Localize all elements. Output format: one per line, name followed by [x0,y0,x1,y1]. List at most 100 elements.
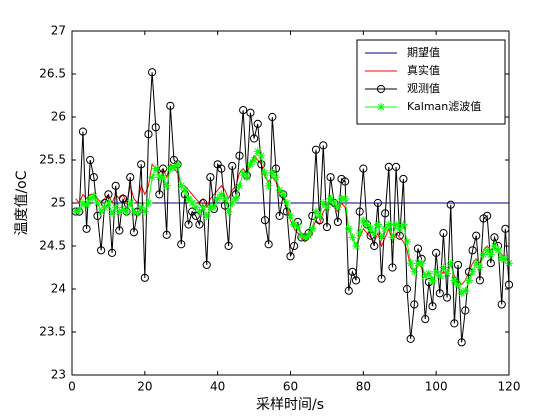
star-marker [100,203,109,212]
circle-marker [115,226,124,235]
circle-marker [359,164,368,173]
star-marker [159,173,168,182]
circle-marker [166,101,175,110]
x-tick-label: 60 [283,380,298,394]
star-marker [235,181,244,190]
star-marker [268,168,277,177]
circle-marker [118,194,128,203]
circle-marker [348,267,357,276]
circle-marker [129,228,139,237]
circle-marker [144,130,153,139]
star-marker [144,199,153,207]
circle-marker [490,233,499,242]
star-marker [173,160,182,169]
star-marker [315,211,324,220]
star-marker [191,203,200,212]
circle-marker [217,164,226,173]
circle-marker [151,123,160,132]
star-marker [250,156,259,164]
star-marker [373,220,382,229]
star-marker [362,220,371,229]
circle-marker [351,276,361,285]
star-marker [195,207,204,216]
star-marker [184,194,193,203]
star-marker [359,216,368,225]
circle-marker [271,164,281,173]
star-marker [279,190,288,199]
legend-label: 真实值 [407,63,440,77]
legend-box [356,39,506,125]
circle-marker [257,160,266,169]
star-marker [341,194,350,203]
star-marker [282,199,291,207]
star-marker [301,233,310,242]
star-marker [108,209,117,218]
star-marker [224,207,233,216]
star-marker [381,224,390,233]
circle-marker [206,173,215,182]
circle-marker [140,273,149,282]
star-marker [202,211,211,220]
star-marker [89,192,98,201]
circle-marker [442,293,452,302]
circle-marker [381,209,390,218]
star-marker [384,220,393,229]
star-marker [286,211,295,220]
star-marker [370,229,379,238]
star-marker [392,220,401,229]
circle-marker [406,334,415,343]
star-marker [78,199,87,207]
circle-marker [264,240,273,249]
circle-marker [453,260,463,270]
star-marker [443,269,452,278]
star-marker [344,224,353,233]
circle-marker [290,241,299,251]
star-marker [257,151,266,160]
star-marker [403,237,412,246]
star-marker [86,194,95,203]
circle-marker [461,306,470,315]
circle-marker [239,106,248,115]
star-marker [148,173,157,182]
star-marker [464,276,473,285]
star-marker [355,229,364,238]
circle-marker [82,224,91,233]
x-tick-label: 100 [425,380,448,394]
star-marker [82,200,91,209]
star-marker [177,181,186,190]
y-tick-label: 23.5 [39,325,66,339]
star-marker [388,233,397,242]
circle-marker [428,302,437,311]
circle-marker [472,231,481,240]
circle-marker [268,112,277,122]
star-marker [293,223,302,232]
circle-marker [78,127,88,136]
circle-marker [344,286,353,295]
circle-marker [191,211,200,220]
star-marker [490,242,499,250]
circle-marker [457,338,466,347]
star-marker [326,194,335,203]
y-tick-label: 25 [51,196,66,210]
circle-marker [246,108,255,117]
circle-marker [195,220,204,229]
star-marker [140,207,149,216]
star-marker [450,276,459,285]
star-marker [446,259,455,268]
circle-marker [392,162,401,171]
circle-marker [486,259,495,268]
y-tick-label: 24 [51,282,66,296]
circle-marker [388,263,397,272]
star-marker [71,207,80,216]
circle-marker [311,145,321,154]
star-marker [428,276,437,285]
circle-marker [162,230,171,239]
circle-marker [260,216,270,225]
circle-marker [111,181,120,190]
star-marker [118,205,127,214]
circle-marker [93,211,102,220]
star-marker [439,263,448,272]
star-marker [304,231,313,240]
circle-marker [468,246,477,255]
